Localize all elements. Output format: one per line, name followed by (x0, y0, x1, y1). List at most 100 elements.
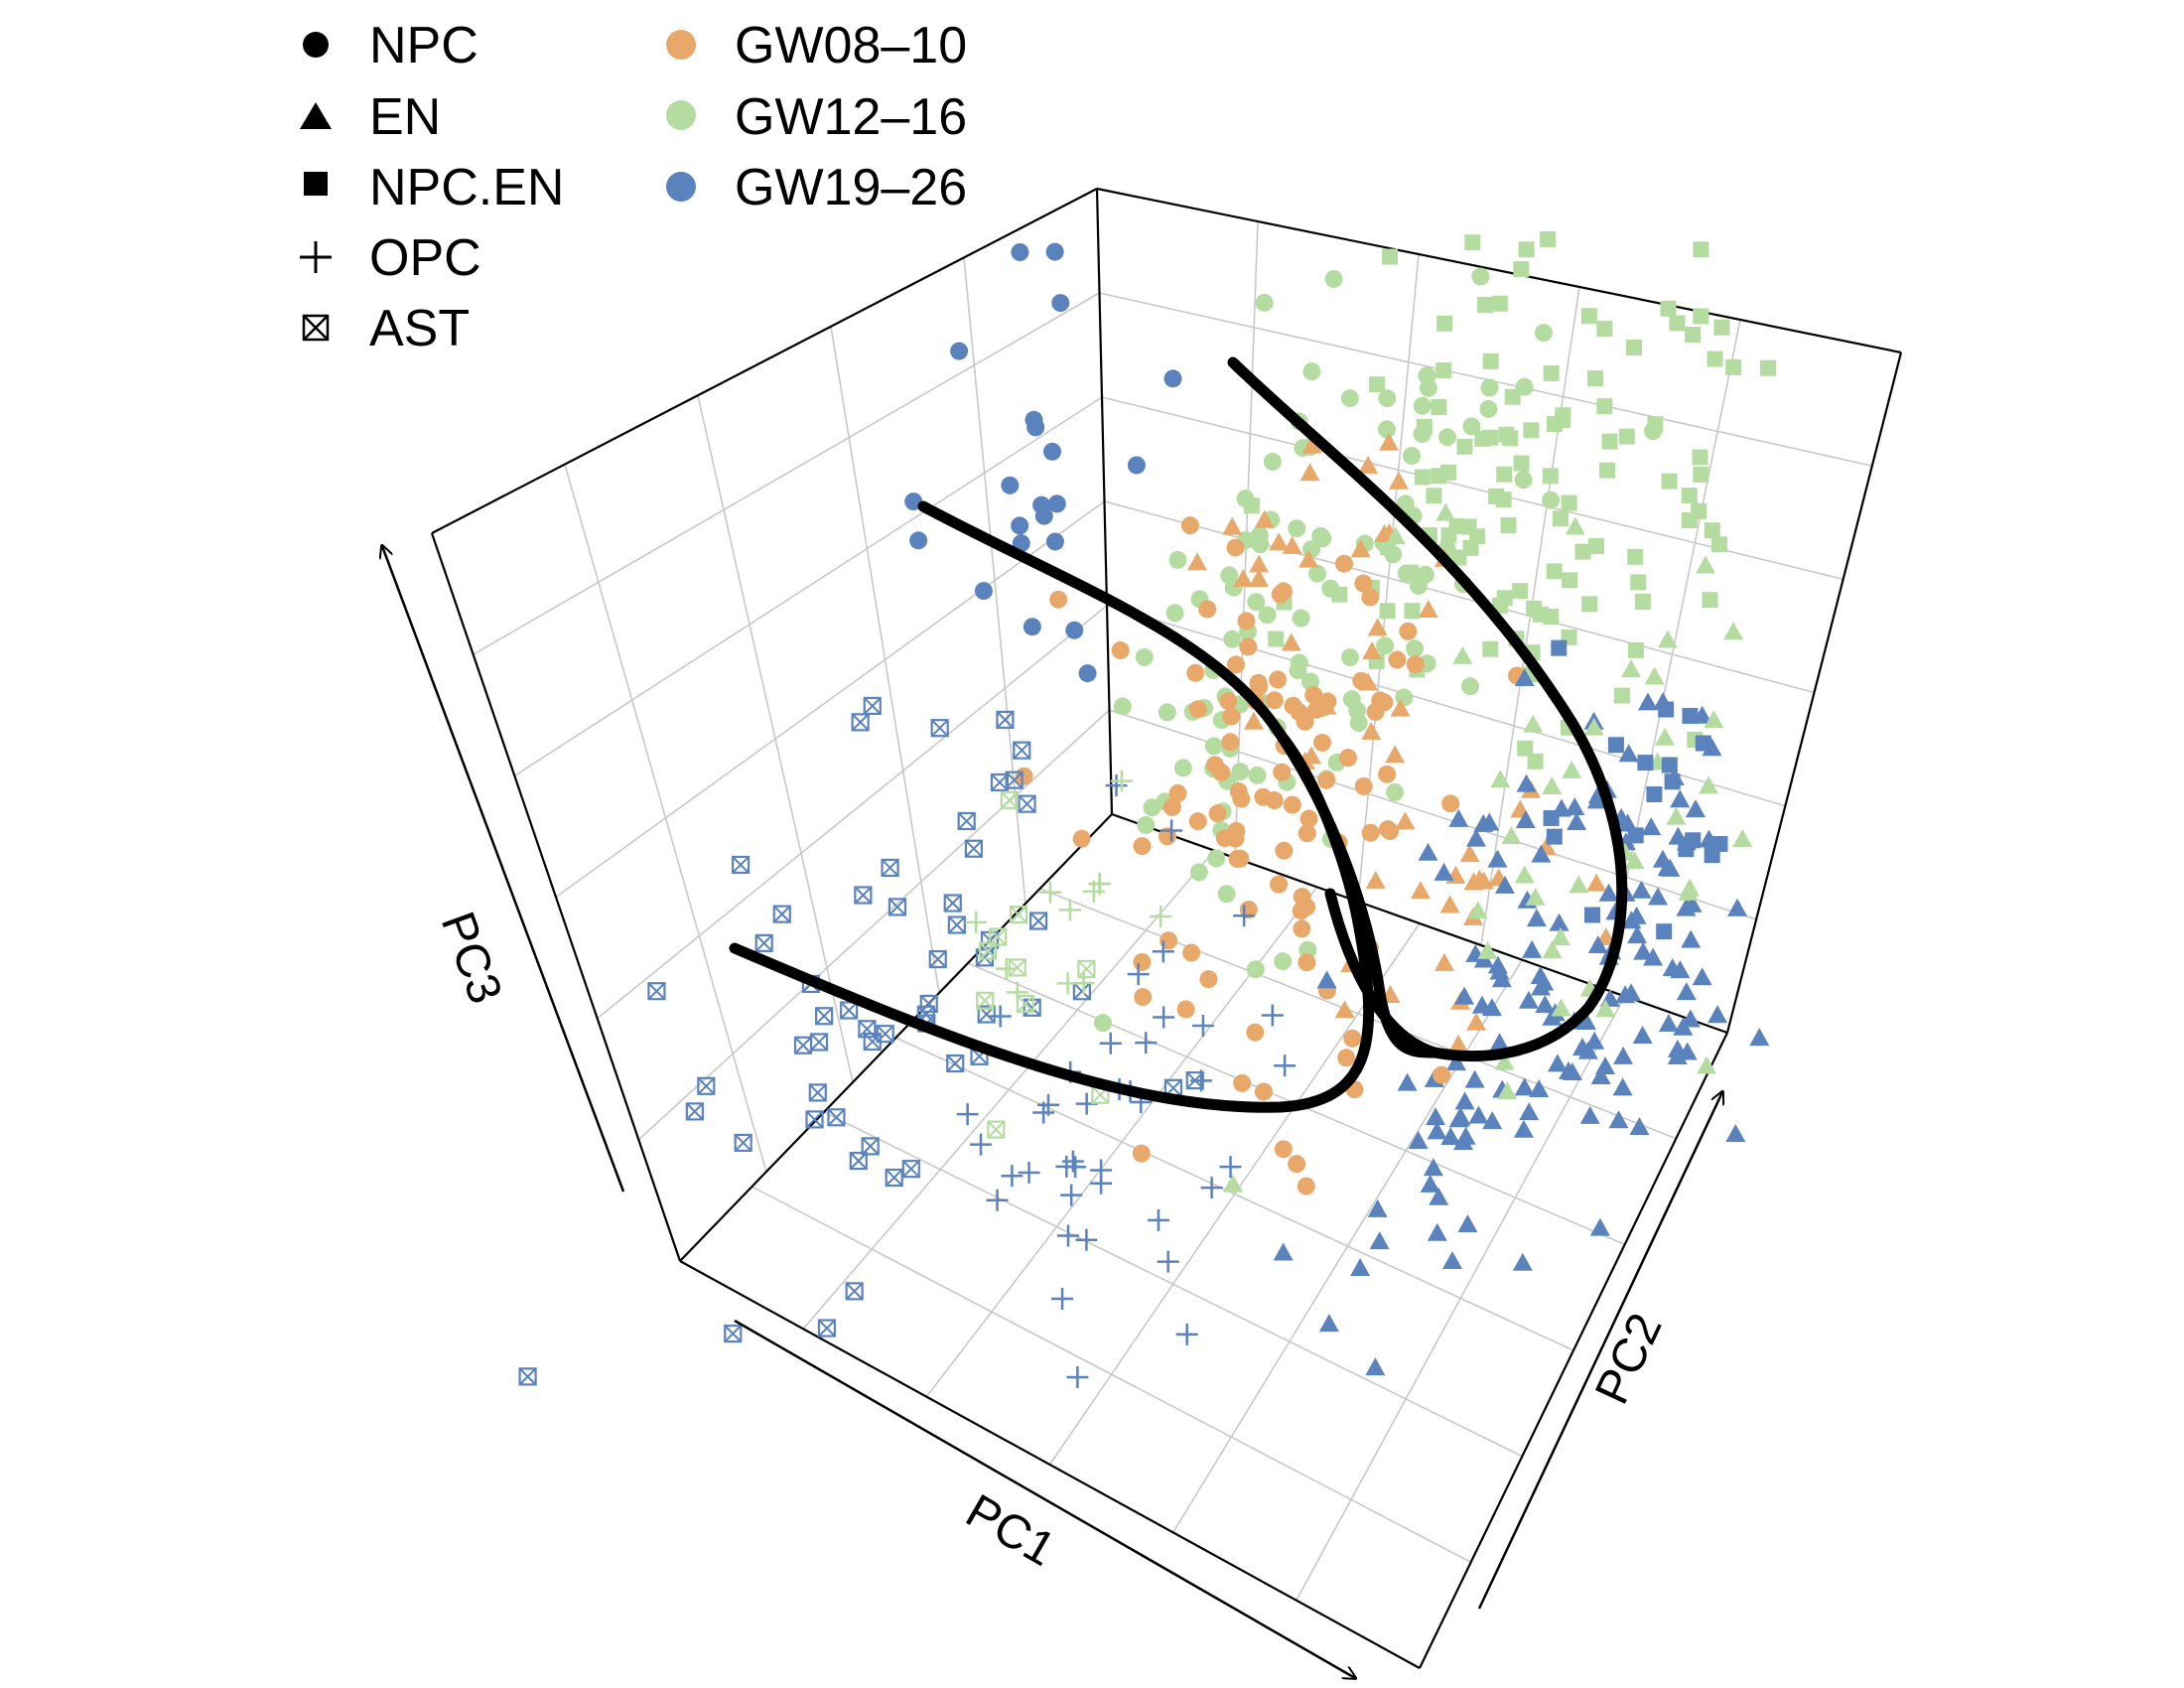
trajectory-curve (729, 729, 1375, 1113)
point-triangle (1550, 927, 1570, 946)
point-circle (1340, 647, 1359, 666)
point-square (1546, 828, 1563, 845)
point-square (1669, 315, 1686, 332)
point-circle (1236, 490, 1255, 508)
point-triangle (1489, 961, 1510, 980)
point-square-x-box (734, 1133, 752, 1153)
point-triangle (1660, 858, 1681, 877)
point-triangle (1594, 1055, 1615, 1074)
point-circle (1321, 579, 1340, 598)
point-circle (1263, 453, 1282, 472)
point-triangle (1514, 865, 1535, 884)
point-triangle (1481, 998, 1502, 1017)
box-edge (1096, 187, 1902, 354)
point-square-x-cross (989, 927, 1007, 946)
point-circle (1011, 243, 1029, 262)
point-triangle (1385, 745, 1406, 764)
point-triangle (1397, 1072, 1418, 1091)
point-square (1627, 548, 1644, 565)
point-triangle (1522, 939, 1543, 958)
point-circle (1221, 733, 1240, 752)
point-square (1268, 631, 1285, 647)
point-square-x (1016, 994, 1035, 1014)
point-square-x-box (685, 1102, 704, 1121)
point-plus (1038, 881, 1061, 904)
point-circle (1479, 399, 1498, 418)
point-triangle (1269, 532, 1290, 551)
point-circle (1137, 815, 1156, 834)
point-triangle (1680, 878, 1701, 897)
point-square (1710, 536, 1727, 553)
grid-line (564, 464, 767, 1173)
point-plus (1153, 1006, 1175, 1029)
point-square-x-box (1077, 959, 1096, 978)
point-circle (1361, 588, 1380, 607)
point-circle (1289, 661, 1307, 680)
point-square-x-cross (1010, 906, 1027, 923)
point-triangle (1542, 775, 1563, 794)
point-square-x-cross (794, 1037, 812, 1055)
point-square-x-cross (732, 856, 750, 874)
point-triangle (1518, 990, 1539, 1009)
point-triangle (1535, 995, 1556, 1014)
point-square-x (809, 1033, 829, 1052)
point-square-x (1013, 741, 1031, 760)
point-plus (1105, 774, 1128, 797)
point-square-x (947, 915, 966, 934)
point-square (1513, 455, 1530, 472)
point-circle (1334, 554, 1353, 573)
point-triangle (1732, 828, 1753, 847)
point-square-x-cross (1005, 771, 1024, 789)
point-circle (1231, 763, 1250, 781)
point-plus (1110, 770, 1133, 792)
point-triangle (1749, 1028, 1770, 1047)
point-triangle (1435, 502, 1456, 521)
point-circle (1416, 565, 1434, 584)
point-square (1692, 449, 1708, 466)
point-square-x-box (863, 696, 882, 716)
point-triangle (1469, 869, 1490, 888)
point-square-x-box (809, 1033, 829, 1052)
point-square (1474, 430, 1491, 447)
point-triangle (1316, 970, 1337, 989)
point-circle (1406, 639, 1425, 658)
pc1-axis-arrow (734, 1319, 1355, 1678)
pc3-axis-title: PC3 (431, 906, 512, 1011)
point-square (1513, 261, 1530, 278)
point-square-x-box (1008, 958, 1026, 977)
grid-line (597, 605, 1108, 1020)
point-square (1440, 527, 1457, 544)
point-square-x (987, 1120, 1006, 1139)
point-triangle (1551, 998, 1571, 1017)
legend-npc: NPC (303, 17, 478, 74)
trajectory-curves (729, 356, 1628, 1113)
point-square-x (976, 991, 995, 1010)
point-circle (1378, 389, 1397, 408)
point-circle (1269, 670, 1288, 689)
point-square-x-cross (991, 774, 1009, 791)
legend-color-swatch (666, 30, 696, 60)
point-square-x (957, 811, 976, 831)
point-triangle (1418, 842, 1438, 861)
point-square (1596, 398, 1613, 415)
pc1-axis-title: PC1 (957, 1484, 1063, 1577)
point-square-x-box (1005, 771, 1024, 789)
point-circle (1045, 532, 1064, 551)
point-square-x (1072, 982, 1091, 1001)
point-square (1626, 340, 1643, 356)
point-plus (1190, 1069, 1213, 1092)
point-square-x (845, 1282, 864, 1301)
point-triangle (1254, 509, 1275, 528)
point-circle (1312, 733, 1331, 752)
trajectory-curve (1227, 356, 1628, 1062)
point-triangle (1448, 1109, 1469, 1128)
point-circle (1113, 697, 1132, 716)
point-triangle (1589, 1217, 1610, 1236)
point-square-x (1005, 771, 1024, 789)
point-circle (1378, 765, 1397, 783)
point-square (1664, 774, 1681, 790)
point-circle (1300, 672, 1319, 691)
point-square-x (1028, 912, 1048, 930)
point-circle (1297, 1177, 1315, 1196)
point-triangle (1468, 1105, 1489, 1124)
